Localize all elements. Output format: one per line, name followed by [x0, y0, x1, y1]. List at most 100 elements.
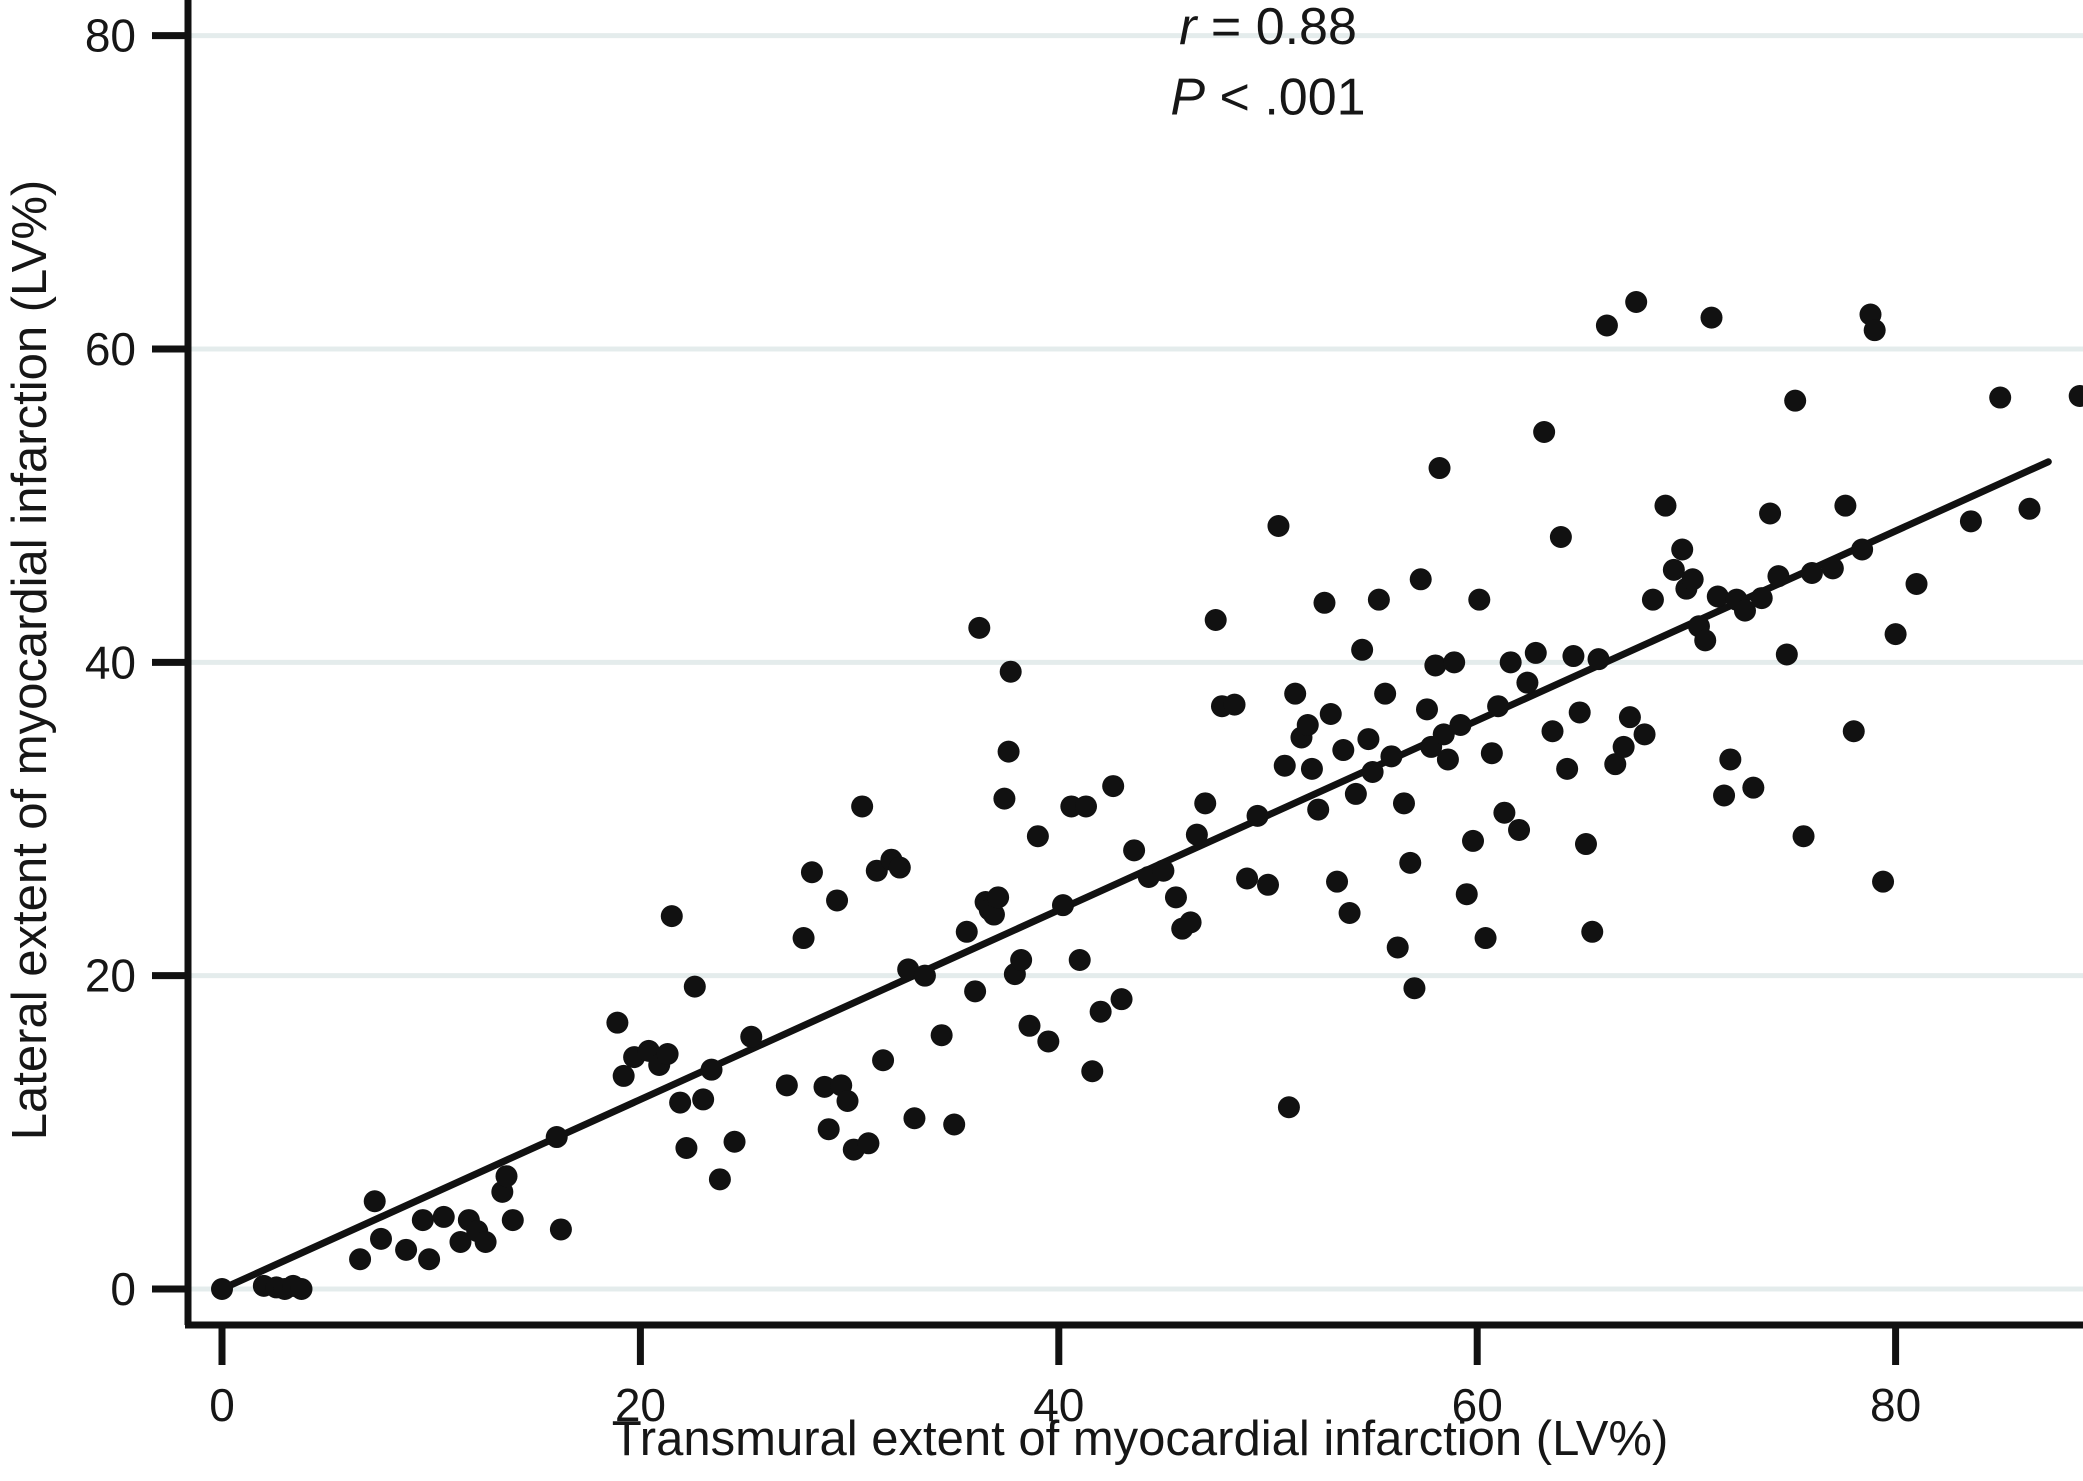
annotation-p-value: P < .001 — [1170, 68, 1365, 126]
data-point — [1719, 748, 1742, 771]
data-point — [993, 787, 1016, 810]
data-point — [836, 1089, 859, 1112]
annotation-value: 0.88 — [1256, 0, 1357, 56]
data-point — [1562, 645, 1585, 668]
data-point — [418, 1248, 441, 1271]
tick-mark-group — [152, 32, 1900, 1365]
data-point — [1767, 565, 1790, 588]
data-point — [1338, 901, 1361, 924]
data-point — [1574, 833, 1597, 856]
data-point — [1625, 290, 1648, 313]
data-point — [1164, 886, 1187, 909]
data-point — [1775, 643, 1798, 666]
data-point — [1374, 682, 1397, 705]
data-point — [1516, 671, 1539, 694]
data-point — [982, 903, 1005, 926]
data-point — [1051, 894, 1074, 917]
data-point — [1307, 798, 1330, 821]
data-point — [723, 1130, 746, 1153]
data-point — [2018, 497, 2041, 520]
data-point — [1357, 728, 1380, 751]
data-point — [501, 1209, 524, 1232]
data-point-group — [211, 290, 2083, 1300]
data-point — [675, 1136, 698, 1159]
data-point — [1403, 977, 1426, 1000]
data-point — [549, 1218, 572, 1241]
x-tick-label-0: 0 — [209, 1379, 235, 1431]
data-point — [964, 980, 987, 1003]
data-point — [369, 1227, 392, 1250]
data-point — [656, 1042, 679, 1065]
data-point — [1223, 693, 1246, 716]
data-point — [1587, 648, 1610, 671]
data-point — [1633, 723, 1656, 746]
data-point — [1123, 839, 1146, 862]
data-point — [545, 1126, 568, 1149]
data-point — [1284, 682, 1307, 705]
data-point — [1662, 558, 1685, 581]
data-point — [1800, 562, 1823, 585]
data-point — [1989, 386, 2012, 409]
data-point — [800, 861, 823, 884]
y-tick-label-group: 0 20 40 60 80 — [85, 10, 136, 1315]
annotation-correlation: r = 0.88 — [1179, 0, 1357, 56]
data-point — [692, 1088, 715, 1111]
data-point — [1524, 641, 1547, 664]
data-point — [495, 1165, 518, 1188]
data-point — [1792, 825, 1815, 848]
data-point — [1399, 851, 1422, 874]
data-point — [1257, 873, 1279, 896]
data-point — [1392, 792, 1415, 815]
data-point — [1102, 775, 1125, 798]
data-point — [1884, 623, 1907, 646]
data-point — [1089, 1000, 1112, 1023]
data-point — [903, 1107, 926, 1130]
data-point — [1618, 706, 1641, 729]
data-point — [1742, 776, 1765, 799]
data-point — [1851, 538, 1874, 561]
data-point — [1595, 314, 1618, 337]
data-point — [606, 1011, 629, 1034]
data-point — [1556, 757, 1579, 780]
data-point — [1185, 823, 1208, 846]
data-point — [1959, 510, 1982, 533]
data-point — [1641, 588, 1664, 611]
data-point — [857, 1132, 880, 1155]
data-point — [1432, 723, 1455, 746]
data-point — [349, 1248, 372, 1271]
data-point — [432, 1205, 455, 1228]
data-point — [1326, 870, 1349, 893]
data-point — [449, 1230, 472, 1253]
data-point — [1706, 585, 1729, 608]
data-point — [474, 1230, 497, 1253]
data-point — [1332, 739, 1355, 762]
data-point — [1110, 988, 1133, 1011]
data-point — [968, 616, 991, 639]
annotation-symbol: r — [1179, 0, 1199, 56]
data-point — [1267, 515, 1290, 538]
data-point — [1068, 948, 1091, 971]
data-point — [955, 920, 978, 943]
data-point — [1236, 867, 1259, 890]
y-tick-label-20: 20 — [85, 950, 136, 1002]
data-point — [872, 1049, 895, 1072]
data-point — [999, 660, 1022, 683]
data-point — [363, 1190, 386, 1213]
data-point — [1474, 927, 1497, 950]
data-point — [1842, 720, 1865, 743]
data-point — [1300, 757, 1323, 780]
data-point — [683, 975, 706, 998]
data-point — [1784, 389, 1807, 412]
data-point — [1462, 829, 1485, 852]
data-point — [888, 856, 911, 879]
data-point — [913, 964, 936, 987]
x-tick-label-20: 20 — [615, 1379, 666, 1431]
data-point — [1018, 1014, 1041, 1037]
data-point — [1654, 494, 1677, 517]
data-point — [1428, 457, 1451, 480]
data-point — [1713, 784, 1736, 807]
data-point — [1273, 754, 1296, 777]
data-point — [1246, 804, 1269, 827]
